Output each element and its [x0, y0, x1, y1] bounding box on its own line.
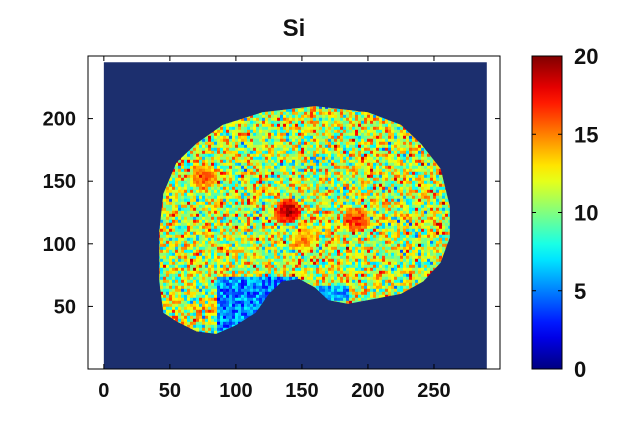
- colorbar-tick-label: 5: [574, 279, 586, 304]
- x-tick-label: 200: [351, 380, 384, 402]
- colorbar-tick-label: 20: [574, 44, 598, 69]
- colorbar-tick-label: 10: [574, 201, 598, 226]
- colorbar-axis: 0 5 10 15 20: [532, 44, 598, 382]
- x-axis: 0 50 100 150 200 250: [98, 56, 451, 402]
- colorbar-gradient: [531, 55, 563, 370]
- heatmap-image: [103, 62, 487, 369]
- plot-area: 0 50 100 150 200 250 50 100 150 200: [43, 55, 501, 402]
- x-tick-label: 250: [417, 380, 450, 402]
- colorbar-tick-label: 15: [574, 122, 598, 147]
- axes-frame: [87, 55, 501, 370]
- y-axis: 50 100 150 200: [43, 109, 500, 318]
- x-tick-label: 150: [285, 380, 318, 402]
- colorbar-tick-label: 0: [574, 357, 586, 382]
- colorbar: 0 5 10 15 20: [531, 44, 598, 382]
- x-tick-label: 50: [159, 380, 181, 402]
- chart-title: Si: [283, 15, 306, 42]
- y-tick-label: 50: [54, 296, 76, 318]
- x-tick-label: 0: [98, 380, 109, 402]
- y-tick-label: 100: [43, 234, 76, 256]
- y-tick-label: 150: [43, 171, 76, 193]
- x-tick-label: 100: [219, 380, 252, 402]
- y-tick-label: 200: [43, 109, 76, 131]
